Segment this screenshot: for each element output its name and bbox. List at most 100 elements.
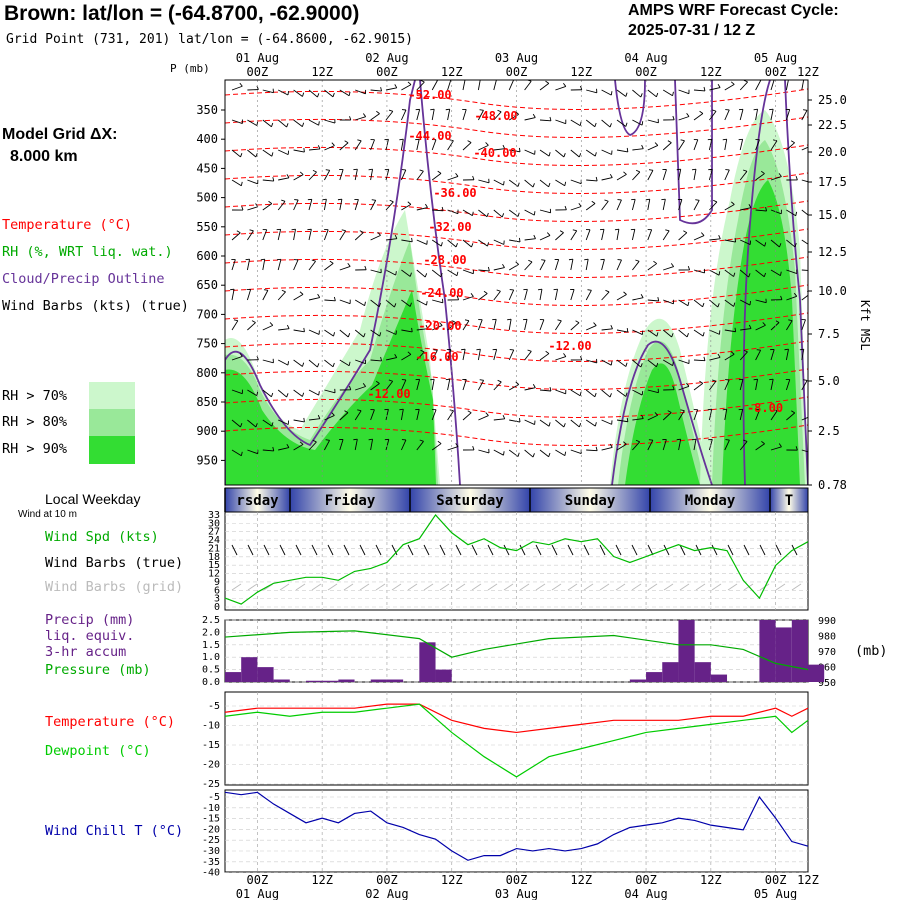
wind-barb-flag [233, 319, 238, 322]
wind-barb [616, 89, 627, 97]
wind-barb [493, 267, 505, 271]
wind-barb [663, 266, 674, 271]
wind-barb [570, 259, 574, 271]
wind-barb-grid [535, 583, 546, 591]
legend-wind-true: Wind Barbs (true) [45, 555, 184, 571]
wind-barb-flag [784, 348, 789, 351]
wind-barb-flag [703, 86, 706, 92]
wind-barb [508, 289, 515, 301]
precip-bar [759, 620, 776, 682]
wind-barb [709, 356, 721, 361]
wind-barb [308, 229, 312, 241]
top-hour-label: 00Z [376, 65, 398, 79]
wind-barb [524, 261, 533, 271]
weekday-label: T [785, 493, 793, 509]
wind-barb-flag [568, 258, 573, 261]
wind-barb [370, 234, 381, 241]
wind-barb [431, 350, 438, 361]
wind-barb [431, 80, 438, 91]
wind-barb [709, 380, 717, 391]
wind-barb [570, 289, 575, 301]
wind-barb-flag [572, 229, 577, 232]
pressure-tick-label: 450 [196, 161, 218, 175]
wind-barb-flag [364, 301, 366, 306]
wind-barb-flag [733, 272, 736, 277]
wind-barb-grid [455, 583, 466, 591]
wind-barb-flag [467, 410, 472, 414]
wind-barb [339, 169, 344, 181]
kft-tick-label: 5.0 [818, 374, 840, 388]
pressure-tick-label: 900 [196, 424, 218, 438]
wind-barb [324, 89, 334, 98]
wind-barb [555, 179, 566, 187]
wind-barb [324, 359, 334, 368]
wind-barb [678, 439, 682, 451]
wind-barb [662, 439, 667, 451]
wind-barb-flag [394, 303, 397, 308]
wind-barb-true [439, 544, 446, 556]
wind-barb [647, 119, 659, 124]
wind-barb [555, 356, 567, 361]
wind-barb [478, 449, 490, 454]
wind-barb [662, 412, 672, 421]
legend-liq-equiv: liq. equiv. [45, 628, 135, 644]
wind-barb [400, 409, 404, 421]
wind-barb [755, 239, 765, 247]
wind-barb [478, 110, 484, 121]
wind-barb [462, 209, 473, 217]
wind-barb-true [615, 544, 622, 556]
wind-barb [785, 80, 789, 91]
wind-barb-flag [271, 422, 274, 427]
wind-barb-flag [610, 361, 613, 366]
wind-barb-flag [476, 348, 481, 351]
wind-barb [400, 169, 407, 181]
panel-tick-label: 6 [214, 585, 220, 596]
wind-barb [493, 418, 505, 421]
wind-barb [447, 140, 454, 151]
wind-barb [755, 324, 766, 331]
wind-barb-flag [281, 199, 286, 202]
wind-barb-flag [537, 288, 543, 291]
wind-barb-flag [502, 144, 506, 149]
panel-tick-label: 1.5 [202, 640, 220, 651]
wind-barb-true [727, 544, 734, 556]
wind-barb [401, 299, 411, 307]
wind-barb-true [679, 544, 686, 556]
wind-barb [647, 389, 659, 394]
temperature-contour-9 [225, 340, 808, 362]
panel-tick-label: -20 [202, 760, 220, 771]
wind-barb [462, 109, 467, 121]
temperature-label: -28.00 [423, 253, 466, 267]
wind-barb-flag [654, 412, 659, 416]
wind-barb [616, 443, 627, 451]
wind-barb-flag [795, 446, 798, 451]
wind-barb [385, 238, 397, 241]
wind-barb-flag [614, 228, 619, 231]
wind-barb [462, 320, 470, 331]
wind-barb [739, 379, 744, 391]
wind-barb [539, 149, 550, 157]
wind-barb-flag [317, 363, 320, 368]
panel-tick-label: 12 [208, 569, 220, 580]
wind-barb-flag [425, 203, 428, 208]
wind-barb [355, 89, 366, 95]
wind-barb [277, 119, 287, 128]
wind-barb [724, 204, 735, 211]
wind-barb-flag [430, 108, 435, 111]
wind-barb [293, 389, 303, 397]
wind-barb [616, 149, 628, 153]
wind-barb [277, 291, 286, 301]
wind-barb-grid [583, 583, 594, 591]
wind-barb-flag [578, 423, 582, 428]
wind-barb [632, 297, 644, 301]
wind-barb-flag [748, 273, 751, 278]
wind-barb-flag [317, 414, 321, 419]
wind-barb-flag [718, 235, 721, 240]
wind-barb [739, 269, 749, 278]
wind-barb-flag [528, 259, 533, 263]
wind-barb [524, 238, 536, 241]
wind-barb-flag [394, 84, 398, 89]
wind-barb-flag [553, 288, 558, 291]
temperature-contour-8 [225, 312, 808, 334]
wind-barb [416, 351, 425, 361]
